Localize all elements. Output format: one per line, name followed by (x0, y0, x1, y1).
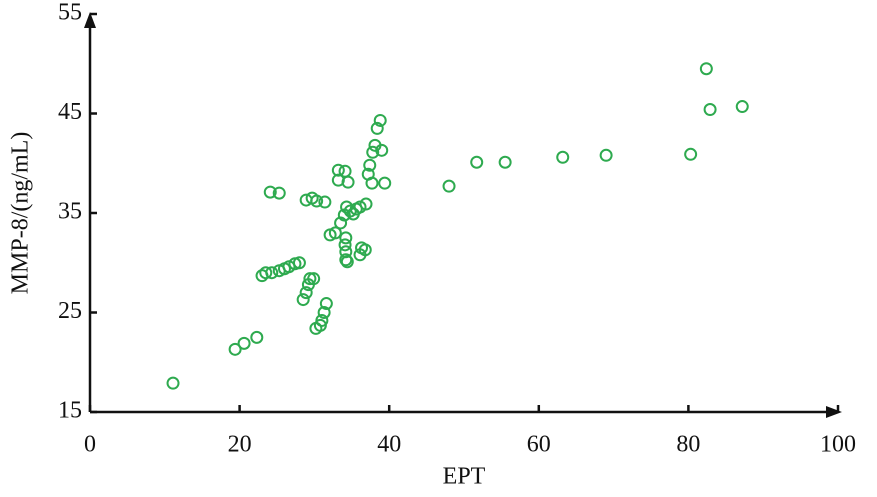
y-tick-label: 55 (58, 0, 82, 26)
y-axis-label: MMP-8/(ng/mL) (8, 132, 34, 295)
point (228, 342, 242, 356)
x-tick-label: 100 (820, 432, 856, 458)
point (470, 155, 484, 169)
point (339, 253, 353, 267)
point (331, 173, 345, 187)
point (331, 163, 345, 177)
point (303, 272, 317, 286)
point (237, 336, 251, 350)
point (263, 185, 277, 199)
point (339, 231, 353, 245)
point (363, 158, 377, 172)
point (272, 186, 286, 200)
point (358, 243, 372, 257)
point (699, 62, 713, 76)
point (340, 255, 354, 269)
point (310, 194, 324, 208)
point (319, 297, 333, 311)
point (296, 293, 310, 307)
point (334, 216, 348, 230)
point (359, 197, 373, 211)
point (166, 376, 180, 390)
y-tick-label: 15 (58, 398, 82, 424)
point (315, 313, 329, 327)
x-tick-label: 80 (676, 432, 700, 458)
x-tick-label: 60 (527, 432, 551, 458)
point (556, 150, 570, 164)
x-axis-arrow (826, 406, 842, 418)
x-axis-label: EPT (443, 464, 486, 490)
point (299, 286, 313, 300)
point (318, 195, 332, 209)
point (265, 266, 279, 280)
point (338, 238, 352, 252)
point (259, 266, 273, 280)
point (498, 155, 512, 169)
x-tick-label: 40 (377, 432, 401, 458)
point (375, 143, 389, 157)
y-tick-label: 35 (58, 199, 82, 225)
point (328, 226, 342, 240)
point (735, 100, 749, 114)
point (442, 179, 456, 193)
point (703, 103, 717, 117)
point (599, 148, 613, 162)
point (366, 145, 380, 159)
y-tick-label: 25 (58, 298, 82, 324)
y-axis-arrow (84, 12, 96, 28)
x-tick-label: 0 (84, 432, 96, 458)
point (307, 272, 321, 286)
point (365, 176, 379, 190)
x-tick-label: 20 (228, 432, 252, 458)
y-tick-label: 45 (58, 99, 82, 125)
point (370, 121, 384, 135)
point (378, 176, 392, 190)
point (317, 306, 331, 319)
point (684, 147, 698, 161)
point (373, 113, 387, 127)
point (292, 256, 306, 270)
point (250, 330, 264, 344)
